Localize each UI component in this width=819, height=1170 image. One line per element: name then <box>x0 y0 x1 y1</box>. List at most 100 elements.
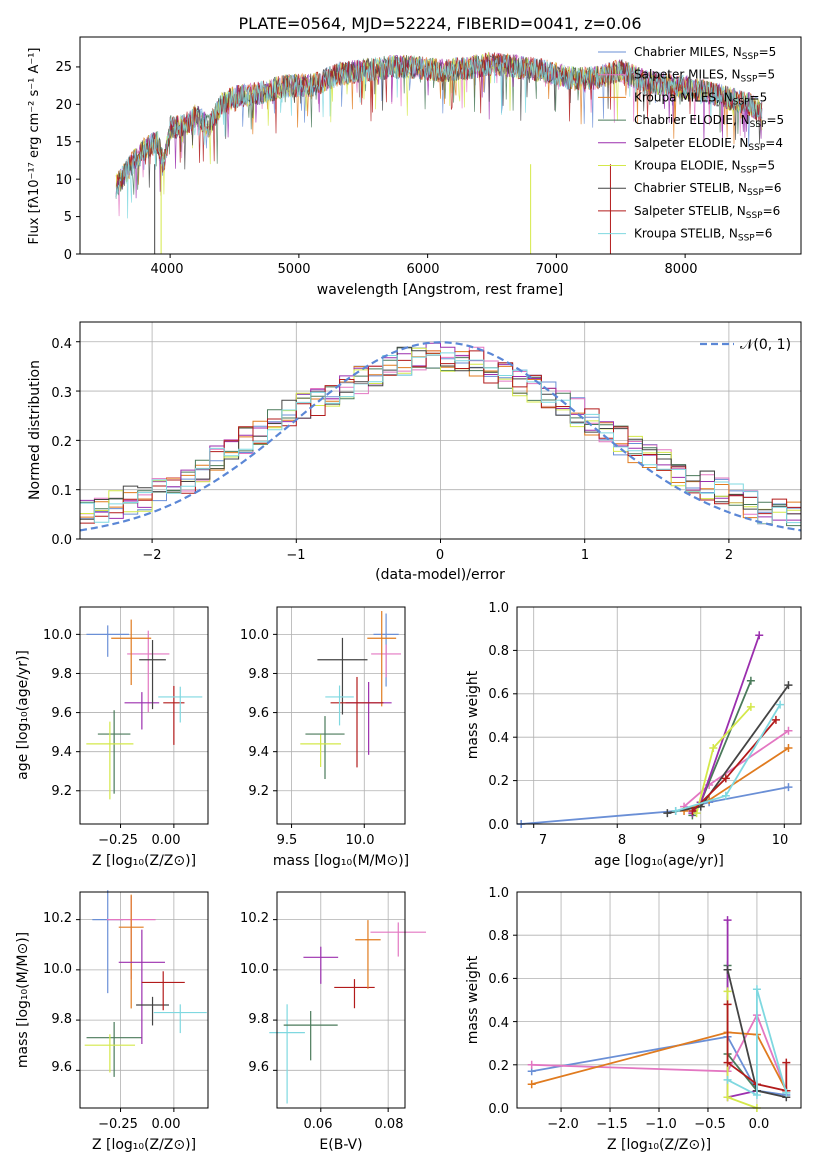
spectrum-ytick: 5 <box>64 210 72 225</box>
residual-xtick: 2 <box>725 548 733 563</box>
age-vs-mass-marks <box>273 607 405 828</box>
age-vs-z-ytick: 9.4 <box>51 745 72 760</box>
mass-vs-z-ytick: 10.2 <box>43 911 72 926</box>
mass-weight-point <box>527 1080 536 1089</box>
residual-ytick: 0.3 <box>51 386 72 401</box>
age-vs-mass-ytick: 9.2 <box>248 784 269 799</box>
mass-vs-z-marks <box>76 890 208 1112</box>
mw-vs-age-marks <box>513 607 801 828</box>
mass-weight-point <box>527 1060 536 1069</box>
mass-weight-point <box>723 987 732 996</box>
mass-vs-ebv-ytick: 10.2 <box>240 911 269 926</box>
mw-vs-z-ytick: 0.0 <box>488 1102 509 1117</box>
mass-weight-point <box>723 916 732 925</box>
mass-vs-z-ylabel: mass [log₁₀(M/M⊙)] <box>15 932 31 1068</box>
mw-vs-z-xtick: 0.0 <box>749 1117 770 1132</box>
mass-vs-z-frame <box>79 891 209 1109</box>
age-vs-z-ytick: 9.2 <box>51 784 72 799</box>
mw-vs-z-ytick: 1.0 <box>488 886 509 901</box>
mass-weight-point <box>721 774 730 783</box>
mw-vs-age-ytick: 1.0 <box>488 601 509 616</box>
spectrum-frame <box>79 36 802 255</box>
legend-entry: Chabrier ELODIE, NSSP=5 <box>634 113 784 130</box>
mass-vs-ebv-xtick: 0.06 <box>304 1117 333 1132</box>
mass-weight-point <box>776 700 785 709</box>
mass-vs-z-xtick: 0.00 <box>152 1117 181 1132</box>
mw-vs-z-ytick: 0.4 <box>488 1016 509 1031</box>
mw-vs-z-marks <box>513 892 801 1112</box>
age-vs-mass-xlabel: mass [log₁₀(M/M⊙)] <box>273 853 409 869</box>
age-vs-mass-ytick: 9.6 <box>248 706 269 721</box>
mass-weight-point <box>709 744 718 753</box>
mass-weight-point <box>784 681 793 690</box>
mass-weight-point <box>755 631 764 640</box>
mass-weight-point <box>723 965 732 974</box>
spectrum-lines <box>115 51 763 254</box>
mass-weight-point <box>723 1000 732 1009</box>
residual-ytick: 0.1 <box>51 484 72 499</box>
mass-weight-line <box>726 991 758 1109</box>
mass-weight-point <box>746 676 755 685</box>
mass-weight-line <box>521 786 789 825</box>
residual-y-ticks: 0.0 0.1 0.2 0.3 0.4 <box>51 337 72 548</box>
mass-weight-point <box>782 1058 791 1067</box>
mass-vs-ebv-marks <box>269 892 427 1112</box>
mw-vs-z-frame <box>516 891 802 1109</box>
mw-vs-z-ytick: 0.2 <box>488 1059 509 1074</box>
age-vs-z-ytick: 10.0 <box>43 628 72 643</box>
residual-histograms <box>80 342 801 527</box>
mass-weight-point <box>746 702 755 711</box>
spectrum-xlabel: wavelength [Angstrom, rest frame] <box>317 282 563 298</box>
spectrum-series-line <box>115 54 763 219</box>
mw-vs-age-ylabel: mass weight <box>465 670 481 759</box>
mass-weight-line <box>683 729 790 808</box>
spectrum-ytick: 15 <box>55 135 72 150</box>
mass-weight-line <box>691 634 761 814</box>
age-vs-mass-ytick: 10.0 <box>240 628 269 643</box>
mass-weight-point <box>784 783 793 792</box>
mass-vs-z-xtick: −0.25 <box>98 1117 138 1132</box>
age-vs-mass-xtick: 9.5 <box>277 833 298 848</box>
spectrum-xtick: 6000 <box>406 262 439 277</box>
residual-xtick: 0 <box>436 548 444 563</box>
spectrum-y-ticks: 0 5 10 15 20 25 <box>55 60 72 263</box>
mass-vs-ebv-ytick: 9.6 <box>248 1060 269 1075</box>
residual-ylabel: Normed distribution <box>27 360 43 500</box>
mass-vs-z-xlabel: Z [log₁₀(Z/Z⊙)] <box>92 1137 196 1153</box>
spectrum-xtick: 8000 <box>664 262 697 277</box>
mass-weight-point <box>784 726 793 735</box>
mass-weight-point <box>723 1058 732 1067</box>
normal-curve <box>79 341 802 532</box>
residual-panel: −2 −1 0 1 2 0.0 0.1 0.2 0.3 0.4 (data-mo… <box>27 321 802 583</box>
mass-vs-z-ytick: 10.0 <box>43 962 72 977</box>
spectrum-ytick: 20 <box>55 98 72 113</box>
mass-weight-point <box>771 715 780 724</box>
legend-entry: Kroupa ELODIE, NSSP=5 <box>634 159 775 176</box>
residual-histogram <box>80 352 801 525</box>
mass-weight-point <box>663 809 672 818</box>
age-vs-z-xlabel: Z [log₁₀(Z/Z⊙)] <box>92 853 196 869</box>
spectrum-x-ticks: 4000 5000 6000 7000 8000 <box>76 66 698 277</box>
legend-entry: Kroupa MILES, NSSP=5 <box>634 90 767 107</box>
age-vs-mass-xtick: 10.0 <box>346 833 375 848</box>
mass-vs-z-panel: −0.25 0.00 9.6 9.8 10.0 10.2 Z [log₁₀(Z/… <box>15 890 209 1153</box>
mass-weight-point <box>721 791 730 800</box>
mw-vs-z-panel: −2.0 −1.5 −1.0 −0.5 0.0 0.0 0.2 0.4 0.6 … <box>465 886 802 1153</box>
mass-vs-z-ytick: 9.8 <box>51 1012 72 1027</box>
residual-xtick: −1 <box>286 548 305 563</box>
age-vs-z-xtick: −0.25 <box>98 833 138 848</box>
spectrum-ytick: 25 <box>55 60 72 75</box>
mw-vs-z-ytick: 0.8 <box>488 929 509 944</box>
mw-vs-age-xtick: 7 <box>539 833 547 848</box>
legend-entry: Salpeter ELODIE, NSSP=4 <box>634 136 783 153</box>
age-vs-mass-panel: 9.5 10.0 9.2 9.4 9.6 9.8 10.0 mass [log₁… <box>240 606 409 869</box>
mw-vs-age-xtick: 10 <box>772 833 789 848</box>
mw-vs-age-ytick: 0.4 <box>488 731 509 746</box>
age-vs-mass-frame <box>276 606 406 825</box>
residual-xtick: 1 <box>581 548 589 563</box>
age-vs-mass-ytick: 9.8 <box>248 667 269 682</box>
spectrum-title: PLATE=0564, MJD=52224, FIBERID=0041, z=0… <box>238 14 641 33</box>
mw-vs-age-xlabel: age [log₁₀(age/yr)] <box>594 853 724 869</box>
residual-frame <box>79 321 802 540</box>
mw-vs-age-ytick: 0.8 <box>488 644 509 659</box>
